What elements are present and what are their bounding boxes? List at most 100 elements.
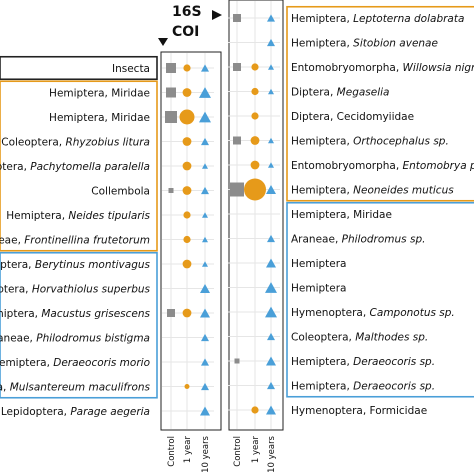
taxon-name: Neoneides muticus <box>353 185 454 197</box>
left-ten-years-triangle-mark <box>200 406 210 416</box>
taxon-order: Hemiptera, <box>291 136 353 148</box>
taxon-name: Megaselia <box>337 87 390 99</box>
taxon-order: ptera, <box>0 161 30 173</box>
right-taxon-label: Hemiptera, Deraeocoris sp. <box>291 356 435 368</box>
taxon-order: Coleoptera, <box>291 332 355 344</box>
taxon-name: Leptoterna dolabrata <box>353 13 464 25</box>
left-ten-years-triangle-mark <box>200 308 210 318</box>
right-ten-years-triangle-mark <box>268 137 274 144</box>
taxon-name: Deraeocoris sp. <box>353 381 435 393</box>
left-taxon-label: ptera, Pachytomella paralella <box>0 161 150 173</box>
taxon-order: aiptera, <box>0 259 35 271</box>
right-one-year-circle-mark <box>251 112 259 120</box>
right-x-tick-label: Control <box>233 436 243 467</box>
right-one-year-circle-mark <box>251 63 259 71</box>
taxon-name: Deraeocoris morio <box>53 357 150 369</box>
left-control-square-mark <box>166 63 176 73</box>
left-taxon-label: Collembola <box>91 186 150 198</box>
right-control-square-mark <box>233 136 241 145</box>
taxon-name: Macustus grisescens <box>41 308 150 320</box>
left-panel-frame <box>160 51 222 431</box>
right-taxon-label: Hemiptera, Orthocephalus sp. <box>291 136 449 148</box>
taxon-order: Hemiptera, <box>291 209 353 221</box>
left-ten-years-triangle-mark <box>201 333 209 342</box>
left-taxon-label: aiptera, Berytinus montivagus <box>0 259 151 271</box>
taxon-order: Hemiptera, <box>49 112 111 124</box>
left-control-square-mark <box>166 87 176 98</box>
right-taxon-label: Coleoptera, Malthodes sp. <box>291 332 428 344</box>
left-taxon-label: Hemiptera, Neides tipularis <box>6 210 150 222</box>
left-one-year-circle-mark <box>182 88 192 97</box>
taxon-order: Lepidoptera, <box>1 406 70 418</box>
right-ten-years-triangle-mark <box>268 162 274 168</box>
left-ten-years-triangle-mark <box>202 236 208 243</box>
left-group-box-blue <box>0 251 158 399</box>
header-16s: 16S <box>172 4 202 20</box>
left-taxon-label: Insecta <box>112 63 150 75</box>
left-ten-years-triangle-mark <box>201 137 209 146</box>
taxon-order: Hymenoptera, <box>291 405 370 417</box>
taxon-name: Miridae <box>111 88 150 100</box>
left-ten-years-triangle-mark <box>201 64 209 72</box>
right-ten-years-triangle-mark <box>266 356 276 366</box>
taxon-order: Araneae, <box>0 333 36 345</box>
taxon-name: Parage aegeria <box>70 406 150 418</box>
left-one-year-circle-mark <box>182 186 192 195</box>
right-one-year-circle-mark <box>251 87 259 96</box>
taxon-name: Formicidae <box>370 405 428 417</box>
taxon-order: Hemiptera, <box>49 88 111 100</box>
left-one-year-circle-mark <box>182 137 192 146</box>
taxon-name: Pachytomella paralella <box>30 161 150 173</box>
left-taxon-label: aneae, Frontinellina frutetorum <box>0 235 150 247</box>
right-taxon-label: Hemiptera, Neoneides muticus <box>291 185 454 197</box>
taxon-name: Miridae <box>353 209 392 221</box>
right-taxon-label: Hymenoptera, Camponotus sp. <box>291 307 455 319</box>
right-taxon-label: Diptera, Megaselia <box>291 87 390 99</box>
right-ten-years-triangle-mark <box>267 332 275 341</box>
left-control-square-mark <box>168 188 174 193</box>
right-panel-frame <box>228 0 284 431</box>
right-ten-years-triangle-mark <box>266 185 276 194</box>
right-taxon-label: Hemiptera, Sitobion avenae <box>291 38 438 50</box>
left-group-box-orange <box>0 80 158 252</box>
left-one-year-circle-mark <box>182 259 192 269</box>
left-one-year-circle-mark <box>179 109 195 125</box>
taxon-name: Camponotus sp. <box>370 307 455 319</box>
taxon-name: Philodromus bistigma <box>36 333 150 345</box>
left-one-year-circle-mark <box>182 308 192 318</box>
taxon-name: Neides tipularis <box>68 210 150 222</box>
taxon-name: Rhyzobius litura <box>65 137 150 149</box>
right-one-year-circle-mark <box>250 160 260 170</box>
right-x-tick-labels: Control 1 year 10 years <box>233 435 277 472</box>
taxon-order: tera, <box>0 382 10 394</box>
taxon-order: Hemiptera <box>291 283 347 295</box>
left-taxon-label: ptera, Horvathiolus superbus <box>0 284 151 296</box>
taxon-name: Miridae <box>111 112 150 124</box>
left-taxon-label: Coleoptera, Rhyzobius litura <box>1 137 150 149</box>
left-taxon-label: Lepidoptera, Parage aegeria <box>1 406 150 418</box>
taxon-name: Sitobion avenae <box>353 38 438 50</box>
right-ten-years-triangle-mark <box>267 14 275 22</box>
right-taxon-label: Araneae, Philodromus sp. <box>291 234 425 246</box>
left-taxon-label: emiptera, Macustus grisescens <box>0 308 151 320</box>
taxon-order: emiptera, <box>0 357 53 369</box>
taxon-order: Entomobryomorpha, <box>291 160 403 172</box>
left-markers <box>165 63 211 416</box>
right-control-square-mark <box>230 182 244 197</box>
left-one-year-circle-mark <box>182 161 192 171</box>
taxon-order: Entomobryomorpha, <box>291 62 403 74</box>
right-taxon-label: Hemiptera <box>291 258 347 270</box>
left-one-year-circle-mark <box>183 235 191 244</box>
taxon-order: Coleoptera, <box>1 137 65 149</box>
left-ten-years-triangle-mark <box>199 111 211 123</box>
taxon-order: Diptera, <box>291 111 337 123</box>
taxon-name: Collembola <box>91 186 150 198</box>
taxon-order: Araneae, <box>291 234 342 246</box>
taxon-name: Insecta <box>112 63 150 75</box>
taxon-name: Malthodes sp. <box>355 332 428 344</box>
taxon-order: Hemiptera, <box>291 13 353 25</box>
right-group-box-blue <box>286 201 474 398</box>
right-ten-years-triangle-mark <box>268 64 274 70</box>
